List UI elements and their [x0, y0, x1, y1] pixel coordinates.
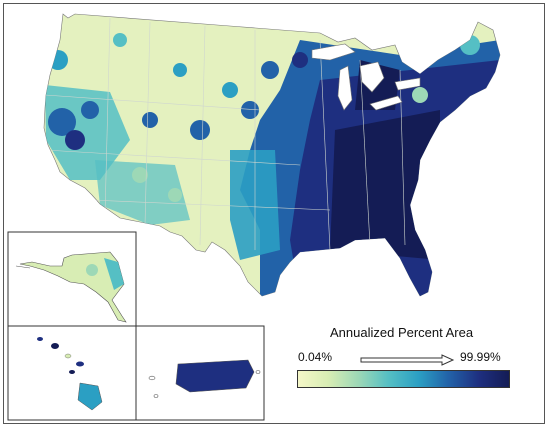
great-lakes — [311, 43, 421, 111]
legend-title: Annualized Percent Area — [330, 325, 474, 340]
legend-max-label: 99.99% — [460, 350, 501, 364]
legend-color-bar — [297, 370, 510, 388]
legend-arrow-icon — [360, 354, 455, 366]
legend-min-label: 0.04% — [298, 350, 333, 364]
inset-frames — [7, 231, 265, 421]
hawaii-inset — [37, 337, 103, 411]
alaska-inset — [15, 251, 127, 323]
puerto-rico-inset — [148, 359, 261, 398]
